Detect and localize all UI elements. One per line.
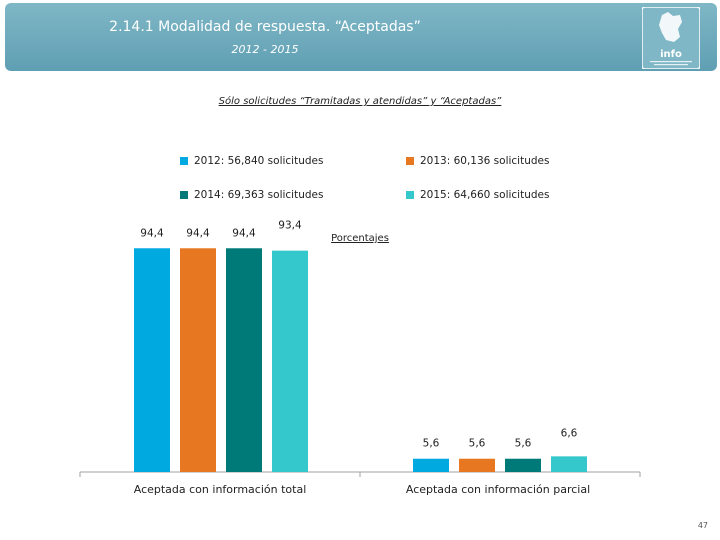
bar-2014-parcial	[505, 458, 541, 472]
bar-2015-total	[272, 250, 308, 472]
category-label-parcial: Aceptada con información parcial	[406, 483, 590, 496]
chart-subheading: Sólo solicitudes “Tramitadas y atendidas…	[218, 96, 502, 107]
legend-swatch-2013	[406, 157, 414, 165]
legend-label-2013: 2013: 60,136 solicitudes	[420, 155, 550, 167]
page-subtitle: 2012 - 2015	[231, 43, 299, 56]
legend-label-2012: 2012: 56,840 solicitudes	[194, 155, 324, 167]
legend-item-2015: 2015: 64,660 solicitudes	[406, 189, 549, 201]
legend-item-2012: 2012: 56,840 solicitudes	[180, 155, 323, 167]
legend-swatch-2014	[180, 191, 188, 199]
data-label-2015-total: 93,4	[278, 220, 302, 232]
page-title: 2.14.1 Modalidad de respuesta. “Aceptada…	[109, 19, 421, 35]
legend-label-2014: 2014: 69,363 solicitudes	[194, 189, 324, 201]
data-label-2012-parcial: 5,6	[423, 438, 440, 450]
legend-item-2013: 2013: 60,136 solicitudes	[406, 155, 549, 167]
category-label-total: Aceptada con información total	[134, 483, 307, 496]
bar-2012-parcial	[413, 458, 449, 472]
legend-item-2014: 2014: 69,363 solicitudes	[180, 189, 323, 201]
data-label-2014-total: 94,4	[232, 227, 256, 239]
bar-2014-total	[226, 248, 262, 472]
bar-2012-total	[134, 248, 170, 472]
chart-unit-label: Porcentajes	[331, 233, 389, 244]
header-banner: 2.14.1 Modalidad de respuesta. “Aceptada…	[5, 3, 717, 71]
data-label-2013-parcial: 5,6	[469, 438, 486, 450]
logo-text: info	[660, 49, 682, 60]
data-label-2013-total: 94,4	[186, 227, 210, 239]
legend-swatch-2012	[180, 157, 188, 165]
data-label-2015-parcial: 6,6	[561, 427, 578, 439]
data-label-2012-total: 94,4	[140, 227, 164, 239]
info-df-logo: info	[642, 7, 700, 69]
data-label-2014-parcial: 5,6	[515, 438, 532, 450]
legend-swatch-2015	[406, 191, 414, 199]
bar-2013-total	[180, 248, 216, 472]
bar-2013-parcial	[459, 458, 495, 472]
bar-2015-parcial	[551, 456, 587, 472]
page-number: 47	[697, 521, 708, 530]
legend-label-2015: 2015: 64,660 solicitudes	[420, 189, 550, 201]
